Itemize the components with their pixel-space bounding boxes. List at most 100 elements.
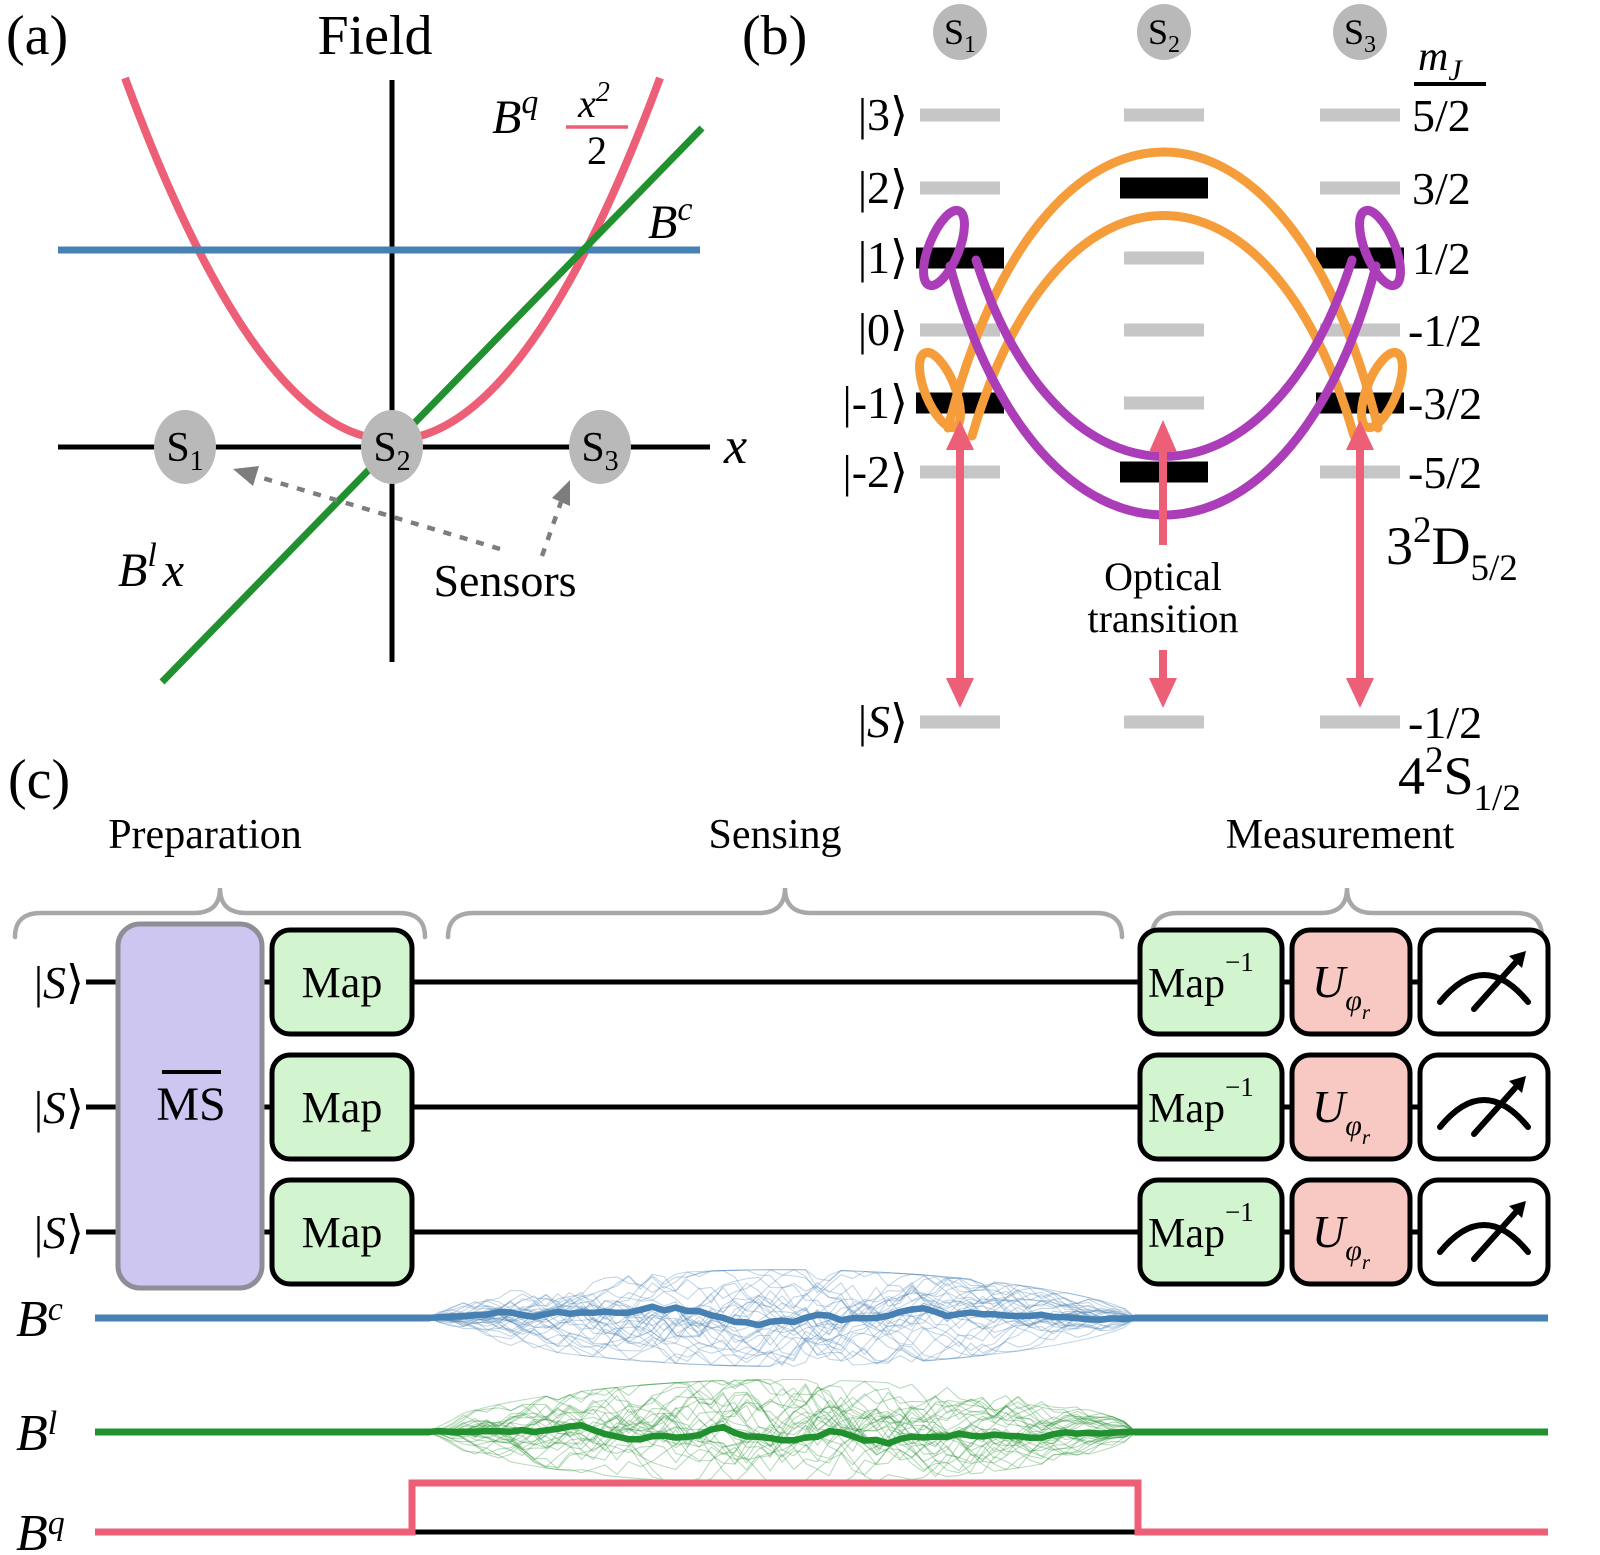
- noise-line: [427, 1391, 1137, 1483]
- map-gate-3-label: Map: [302, 1208, 383, 1257]
- quadratic-field-label: Bq x2 2: [492, 77, 628, 173]
- svg-text:S1: S1: [944, 12, 976, 58]
- noise-line: [427, 1386, 1137, 1470]
- noise-line: [427, 1269, 1137, 1329]
- circuit-row-3: Map Map−1 Uφr: [269, 1177, 1551, 1287]
- noise-line: [427, 1282, 1137, 1367]
- u-phase-gate-3: [1289, 1177, 1413, 1287]
- input-ket-3: |S⟩: [34, 1207, 84, 1258]
- level-bar-S2--1: [1124, 396, 1204, 410]
- map-inv-gate-2-label: Map−1: [1148, 1072, 1254, 1132]
- bq-base: B: [492, 91, 521, 144]
- map-inv-gate-1-label: Map−1: [1148, 947, 1254, 1007]
- noise-line: [427, 1380, 1137, 1447]
- noise-line: [427, 1291, 1137, 1342]
- mj-5-2: 5/2: [1412, 90, 1471, 141]
- noise-line: [427, 1284, 1137, 1361]
- svg-text:mJ: mJ: [1418, 34, 1463, 87]
- noise-line: [427, 1379, 1137, 1465]
- sensor-s2-marker: S2: [361, 410, 423, 484]
- noise-line: [427, 1300, 1137, 1364]
- mj-m1-2: -1/2: [1408, 305, 1482, 356]
- noise-line: [427, 1395, 1137, 1465]
- u-phase-gate-3-label: Uφr: [1312, 1206, 1371, 1274]
- svg-text:S3: S3: [581, 425, 618, 477]
- noise-line: [427, 1404, 1137, 1465]
- map-inv-gate-1: [1137, 927, 1285, 1037]
- noise-line: [427, 1276, 1137, 1360]
- bc-sup: c: [677, 191, 692, 228]
- optical-transition-arrows: [946, 420, 1374, 708]
- section-braces: [12, 887, 1545, 940]
- panel-a-tag: (a): [6, 5, 68, 67]
- noise-line: [427, 1380, 1137, 1446]
- noise-line: [427, 1297, 1137, 1362]
- measurement-gate-1: [1417, 927, 1551, 1037]
- bl-sup: l: [147, 537, 156, 574]
- level-bar-S3-3: [1320, 108, 1400, 122]
- s1-sub: 1: [190, 446, 204, 477]
- ion3-base: S: [1344, 12, 1364, 52]
- orange-loop-s3: [1357, 347, 1407, 433]
- ket-0: |0⟩: [858, 304, 908, 355]
- orange-coupling-outer: [943, 147, 1383, 433]
- sensors-arrow-left: [233, 466, 501, 552]
- level-bar-S1-2: [920, 181, 1000, 195]
- noise-line: [427, 1393, 1137, 1462]
- bl-base: B: [118, 544, 147, 597]
- u-phase-gate-1: [1289, 927, 1413, 1037]
- field-axis-title: Field: [317, 5, 432, 67]
- noise-line: [427, 1276, 1137, 1356]
- mj-sub: J: [1448, 54, 1463, 87]
- level-bar-S2-0: [1124, 323, 1204, 337]
- measurement-gate-3: [1417, 1177, 1551, 1287]
- mj-m5-2: -5/2: [1408, 447, 1482, 498]
- noise-line: [427, 1396, 1137, 1454]
- brace-sensing: [445, 887, 1125, 940]
- section-label-sensing: Sensing: [708, 812, 841, 858]
- noise-line: [427, 1297, 1137, 1366]
- brace-measurement: [1149, 887, 1545, 940]
- section-label-preparation: Preparation: [108, 812, 302, 858]
- constant-field-label: Bc: [648, 191, 692, 249]
- orange-loop-s1: [915, 347, 965, 433]
- bq-frac-den: 2: [587, 128, 607, 173]
- circuit-row-1: Map Map−1 Uφr: [269, 927, 1551, 1037]
- noise-line: [427, 1379, 1137, 1455]
- panel-c-tag: (c): [8, 749, 70, 811]
- optical-label-line1: Optical: [1104, 554, 1222, 599]
- brace-preparation: [12, 887, 428, 940]
- linear-field-label: Bl x: [118, 537, 184, 597]
- field-traces: Bc Bl Bq: [16, 1269, 1548, 1555]
- mj-m3-2: -3/2: [1408, 378, 1482, 429]
- svg-text:x2: x2: [577, 77, 610, 126]
- map-gate-1-label: Map: [302, 958, 383, 1007]
- sensors-arrow-right: [539, 480, 570, 557]
- noise-line: [427, 1317, 1137, 1365]
- sensors-annotation: Sensors: [433, 555, 576, 606]
- svg-text:S3: S3: [1344, 12, 1376, 58]
- bq-sup: q: [521, 84, 538, 121]
- measurement-gate-2: [1417, 1052, 1551, 1162]
- orange-coupling-inner: [967, 211, 1359, 441]
- svg-text:S2: S2: [1148, 12, 1180, 58]
- panel-b-tag: (b): [742, 5, 807, 67]
- input-ket-1: |S⟩: [34, 957, 84, 1008]
- level-bar-S1-0: [920, 323, 1000, 337]
- bl-var: x: [162, 544, 184, 597]
- ket-s: |S⟩: [858, 696, 908, 747]
- map-gate-2-label: Map: [302, 1083, 383, 1132]
- s2-sub: 2: [397, 446, 411, 477]
- level-bar-S3-2: [1320, 181, 1400, 195]
- bq-frac-num: x: [577, 81, 596, 126]
- noise-line: [427, 1282, 1137, 1367]
- section-label-measurement: Measurement: [1226, 812, 1455, 858]
- ion1-base: S: [944, 12, 964, 52]
- ket-3: |3⟩: [858, 89, 908, 140]
- sensor-s1-marker: S1: [154, 410, 216, 484]
- noise-line: [427, 1404, 1137, 1476]
- noise-line: [427, 1269, 1137, 1321]
- noise-line: [427, 1382, 1137, 1471]
- ms-gate-label: MS: [156, 1078, 225, 1131]
- noise-mean-line: [424, 1303, 1140, 1329]
